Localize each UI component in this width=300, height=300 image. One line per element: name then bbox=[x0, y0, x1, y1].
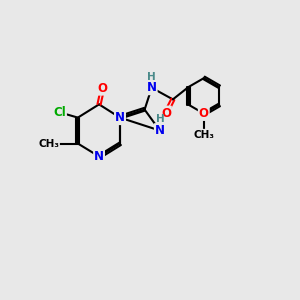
Text: N: N bbox=[155, 124, 165, 137]
Text: H: H bbox=[156, 114, 165, 124]
Text: N: N bbox=[115, 111, 125, 124]
Text: O: O bbox=[98, 82, 108, 95]
Text: N: N bbox=[147, 81, 157, 94]
Text: CH₃: CH₃ bbox=[38, 139, 59, 148]
Text: N: N bbox=[115, 111, 125, 124]
Text: O: O bbox=[161, 106, 171, 119]
Text: O: O bbox=[199, 107, 209, 120]
Text: N: N bbox=[94, 150, 104, 163]
Text: CH₃: CH₃ bbox=[193, 130, 214, 140]
Text: H: H bbox=[147, 72, 156, 82]
Text: Cl: Cl bbox=[53, 106, 66, 119]
